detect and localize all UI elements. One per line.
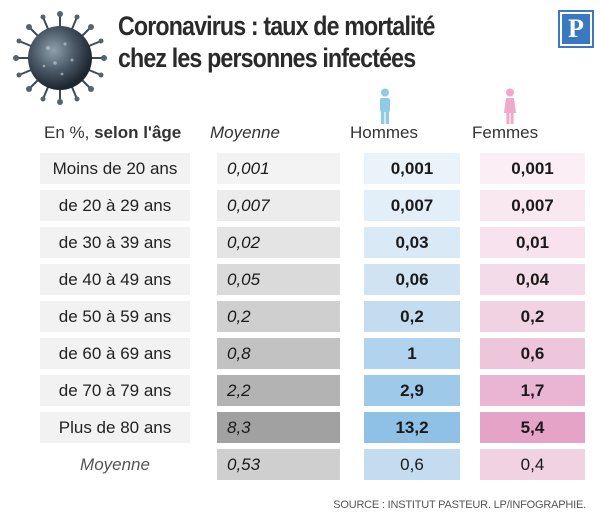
average-cell: 0,001 bbox=[217, 153, 340, 184]
men-cell: 0,2 bbox=[364, 301, 460, 332]
table-row: de 50 à 59 ans 0,2 0,2 0,2 bbox=[40, 298, 585, 335]
chart-title: Coronavirus : taux de mortalité chez les… bbox=[118, 10, 435, 74]
title-line-1: Coronavirus : taux de mortalité bbox=[118, 11, 435, 41]
woman-person-icon bbox=[504, 88, 516, 124]
women-cell: 1,7 bbox=[480, 375, 585, 406]
age-cell: de 70 à 79 ans bbox=[40, 375, 190, 406]
average-row: Moyenne 0,53 0,6 0,4 bbox=[40, 446, 585, 483]
women-cell: 0,04 bbox=[480, 264, 585, 295]
publisher-logo: P bbox=[558, 10, 594, 48]
age-header-rest: selon l'âge bbox=[89, 123, 182, 142]
age-cell: de 40 à 49 ans bbox=[40, 264, 190, 295]
table-row: Moins de 20 ans 0,001 0,001 0,001 bbox=[40, 150, 585, 187]
average-cell: 0,53 bbox=[217, 449, 340, 480]
man-person-icon bbox=[380, 88, 390, 124]
men-cell: 0,6 bbox=[364, 449, 460, 480]
men-column-header: Hommes bbox=[350, 123, 419, 142]
women-cell: 0,001 bbox=[480, 153, 585, 184]
table-row: de 20 à 29 ans 0,007 0,007 0,007 bbox=[40, 187, 585, 224]
table-row: de 30 à 39 ans 0,02 0,03 0,01 bbox=[40, 224, 585, 261]
average-cell: 0,007 bbox=[217, 190, 340, 221]
table-row: de 60 à 69 ans 0,8 1 0,6 bbox=[40, 335, 585, 372]
age-cell: Moins de 20 ans bbox=[40, 153, 190, 184]
men-cell: 13,2 bbox=[364, 412, 460, 443]
average-column-header: Moyenne bbox=[210, 123, 280, 142]
age-cell: de 30 à 39 ans bbox=[40, 227, 190, 258]
men-cell: 2,9 bbox=[364, 375, 460, 406]
age-header-prefix: En %, bbox=[44, 123, 90, 142]
age-column-header: En %, selon l'âge bbox=[44, 122, 181, 144]
average-cell: 0,2 bbox=[217, 301, 340, 332]
men-cell: 0,007 bbox=[364, 190, 460, 221]
women-cell: 0,01 bbox=[480, 227, 585, 258]
table-row: de 70 à 79 ans 2,2 2,9 1,7 bbox=[40, 372, 585, 409]
women-cell: 0,007 bbox=[480, 190, 585, 221]
men-cell: 0,06 bbox=[364, 264, 460, 295]
age-cell: Moyenne bbox=[80, 455, 150, 474]
age-cell: Plus de 80 ans bbox=[40, 412, 190, 443]
average-cell: 0,8 bbox=[217, 338, 340, 369]
source-note: SOURCE : INSTITUT PASTEUR. LP/INFOGRAPHI… bbox=[333, 499, 586, 511]
table-row: de 40 à 49 ans 0,05 0,06 0,04 bbox=[40, 261, 585, 298]
men-cell: 1 bbox=[364, 338, 460, 369]
table-row: Plus de 80 ans 8,3 13,2 5,4 bbox=[40, 409, 585, 446]
age-cell: de 60 à 69 ans bbox=[40, 338, 190, 369]
women-cell: 0,4 bbox=[480, 449, 585, 480]
women-cell: 5,4 bbox=[480, 412, 585, 443]
average-cell: 0,05 bbox=[217, 264, 340, 295]
women-cell: 0,6 bbox=[480, 338, 585, 369]
title-line-2: chez les personnes infectées bbox=[118, 43, 416, 73]
age-cell: de 20 à 29 ans bbox=[40, 190, 190, 221]
men-cell: 0,03 bbox=[364, 227, 460, 258]
average-cell: 8,3 bbox=[217, 412, 340, 443]
women-column-header: Femmes bbox=[472, 123, 539, 142]
mortality-table: Moins de 20 ans 0,001 0,001 0,001 de 20 … bbox=[40, 150, 585, 483]
age-cell: de 50 à 59 ans bbox=[40, 301, 190, 332]
men-cell: 0,001 bbox=[364, 153, 460, 184]
average-cell: 2,2 bbox=[217, 375, 340, 406]
average-cell: 0,02 bbox=[217, 227, 340, 258]
women-cell: 0,2 bbox=[480, 301, 585, 332]
virus-illustration-icon bbox=[13, 11, 107, 105]
